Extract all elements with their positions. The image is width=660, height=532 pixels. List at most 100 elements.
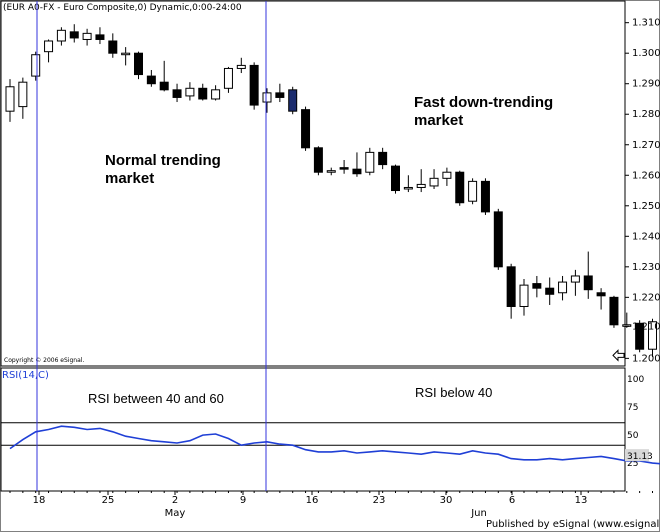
price-tick-label: 1.2600 [632,170,660,181]
candle-body [648,321,657,350]
candle-body [82,32,92,40]
candle-body [378,151,388,166]
candle-body [313,147,323,173]
price-tick-label: 1.2000 [632,353,660,364]
candle-body [44,40,54,53]
candle-body [506,266,516,307]
candle-body [442,171,452,179]
candle-body [223,67,233,89]
candle-body [211,89,221,100]
candle-body [558,281,568,294]
candle-body [18,81,28,108]
candle-body [5,86,15,112]
candle-body [352,168,362,175]
date-tick-label: 16 [306,495,319,506]
candle-body [56,29,66,42]
candle-body [480,180,490,213]
candles-group [5,24,657,357]
candle-body [468,180,478,202]
candle-body [429,177,439,187]
candle-body [339,167,349,170]
date-tick-label: 30 [440,495,453,506]
date-tick-label: 18 [33,495,46,506]
copyright-text: Copyright © 2006 eSignal. [4,357,84,364]
candle-body [172,89,182,98]
date-tick-label: 13 [575,495,588,506]
rsi-tick-label: 100 [627,375,644,385]
price-tick-label: 1.2105 [632,321,660,332]
candle-body [583,275,593,291]
date-tick-label: 23 [373,495,386,506]
candle-body [403,186,413,190]
rsi-group [1,422,660,465]
price-tick-label: 1.2700 [632,140,660,151]
rsi-value-box [625,449,649,462]
price-tick-label: 1.3100 [632,18,660,29]
candle-body [609,296,619,326]
rsi-tick-label: 50 [627,431,639,441]
month-label: Jun [470,508,487,519]
candle-body [635,322,645,350]
candle-body [159,81,169,91]
price-axis: 1.3100 1.3000 1.2900 1.2800 1.2700 1.2600 1.25… [612,18,660,364]
candle-body [262,92,272,103]
candle-body [519,284,529,307]
candle-body [391,165,400,192]
candle-body [493,211,503,268]
published-by: Published by eSignal (www.esignal.com) [486,519,660,530]
rsi-title: RSI(14,C) [2,370,49,381]
chart-title: (EUR A0-FX - Euro Composite,0) Dynamic,0… [3,3,242,13]
candle-body [69,31,79,39]
candle-body [249,64,259,106]
candle-body [146,75,156,85]
candle-body [134,52,143,76]
candle-body [570,275,580,283]
price-tick-label: 1.2400 [632,231,660,242]
annotation-fast-line2: market [414,112,463,129]
date-tick-label: 2 [172,495,178,506]
candle-body [95,34,105,40]
rsi-tick-label: 75 [627,403,638,413]
price-tick-label: 1.2500 [632,201,660,212]
candle-body [365,151,375,173]
candle-body [198,87,208,100]
price-tick-label: 1.2200 [632,292,660,303]
rsi-value-label: 31.13 [627,452,653,462]
month-label: May [165,508,186,519]
annotation-normal-line2: market [105,170,154,187]
candle-body [121,52,131,56]
last-price-arrow [612,349,625,362]
candle-body [288,89,298,112]
regime-markers [36,1,267,491]
date-tick-label: 6 [509,495,515,506]
price-tick-label: 1.2900 [632,79,660,90]
price-tick-label: 1.3000 [632,48,660,59]
rsi-tick-label: 25 [627,459,638,469]
annotation-fast-line1: Fast down-trending [414,94,553,111]
date-tick-label: 25 [102,495,115,506]
rsi-line [9,425,660,465]
candle-body [596,292,606,297]
price-tick-label: 1.2800 [632,109,660,120]
candle-body [301,109,311,149]
candle-body [326,170,336,173]
candle-body [532,283,542,289]
price-pane [0,0,626,367]
candle-body [275,92,285,98]
candle-body [185,87,195,97]
date-tick-label: 9 [240,495,246,506]
date-axis: 18 25 2 9 16 23 30 6 13 May Jun [9,491,653,519]
candle-body [416,183,426,188]
candle-body [236,64,246,69]
annotation-normal-line1: Normal trending [105,152,221,169]
candle-body [108,40,118,54]
candle-body [31,54,41,77]
annotation-rsi-low: RSI below 40 [415,385,492,400]
price-tick-label: 1.2300 [632,262,660,273]
candle-body [545,287,555,295]
candle-body [455,171,465,204]
annotation-rsi-mid: RSI between 40 and 60 [88,391,224,406]
